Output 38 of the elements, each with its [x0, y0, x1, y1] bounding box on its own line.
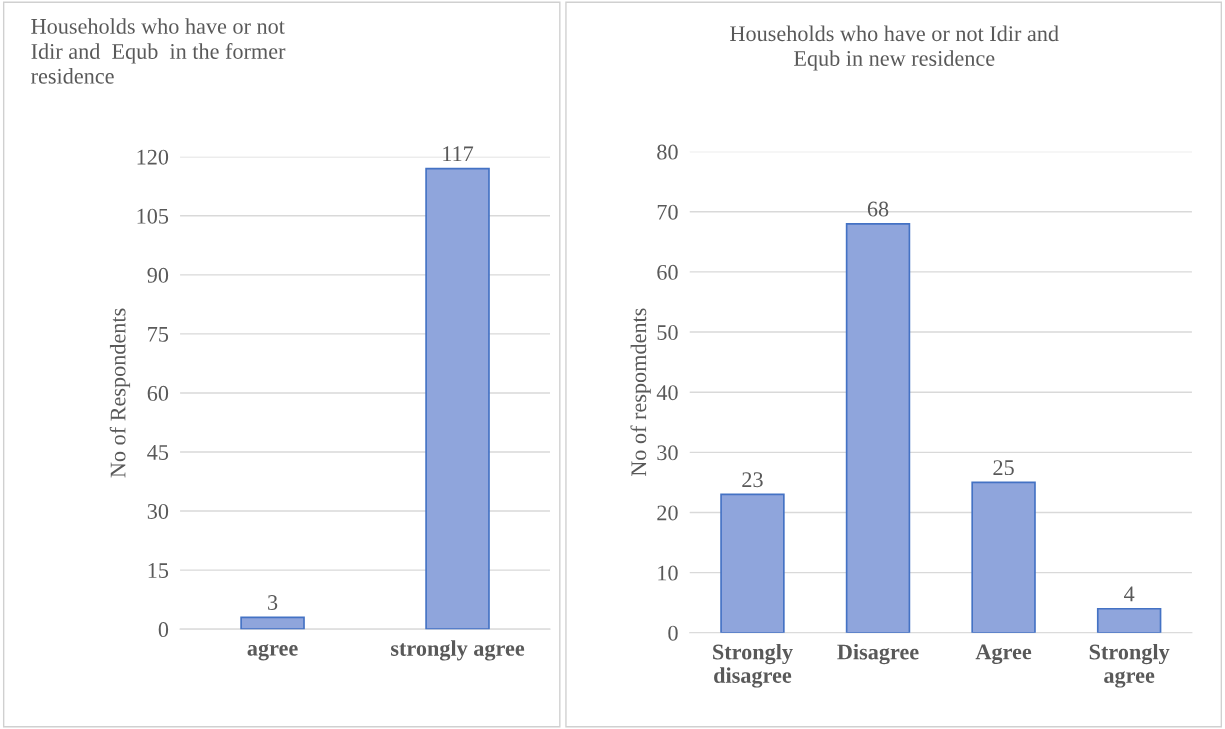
y-tick-label: 40: [656, 385, 678, 401]
y-tick-label: 15: [148, 563, 169, 579]
bar: [1096, 607, 1162, 633]
x-tick-label: Strongly agree: [1089, 643, 1170, 688]
y-tick-label: 90: [147, 267, 169, 283]
data-label: 25: [993, 460, 1014, 476]
y-tick-label: 120: [137, 149, 169, 165]
y-tick-label: 30: [147, 503, 169, 519]
data-label: 4: [1124, 586, 1135, 602]
y-tick-label: 0: [668, 625, 678, 641]
chart-title: Households who have or not Idir and Equb in the former residence: [31, 18, 286, 84]
y-tick-label: 45: [147, 445, 169, 460]
y-tick-label: 0: [158, 622, 169, 638]
y-tick-label: 30: [657, 445, 678, 461]
y-tick-label: 10: [658, 565, 678, 581]
x-tick-label: strongly agree: [391, 640, 525, 661]
bar: [971, 481, 1036, 633]
data-label: 23: [742, 472, 763, 488]
x-tick-label: Strongly disagree: [713, 643, 793, 688]
bar: [720, 493, 785, 633]
y-tick-label: 105: [137, 208, 169, 224]
y-tick-label: 20: [657, 505, 678, 521]
x-tick-label: Agree: [975, 644, 1032, 665]
y-tick-label: 75: [148, 327, 169, 342]
x-tick-label: agree: [247, 644, 298, 661]
bar: [845, 222, 911, 633]
data-label: 3: [268, 595, 278, 611]
y-axis-title: No of Respondents: [109, 308, 131, 478]
chart-title: Households who have or not Idir and Equb in new residence: [730, 25, 1059, 71]
y-tick-label: 50: [657, 324, 678, 340]
x-tick-label: Disagree: [837, 643, 919, 665]
y-tick-label: 60: [147, 385, 169, 401]
data-label: 68: [867, 201, 889, 217]
y-axis-title: No of respomdents: [630, 308, 651, 477]
y-tick-label: 70: [657, 204, 678, 220]
y-tick-label: 60: [657, 264, 678, 280]
data-label: 117: [443, 146, 474, 162]
y-tick-label: 80: [657, 144, 678, 160]
